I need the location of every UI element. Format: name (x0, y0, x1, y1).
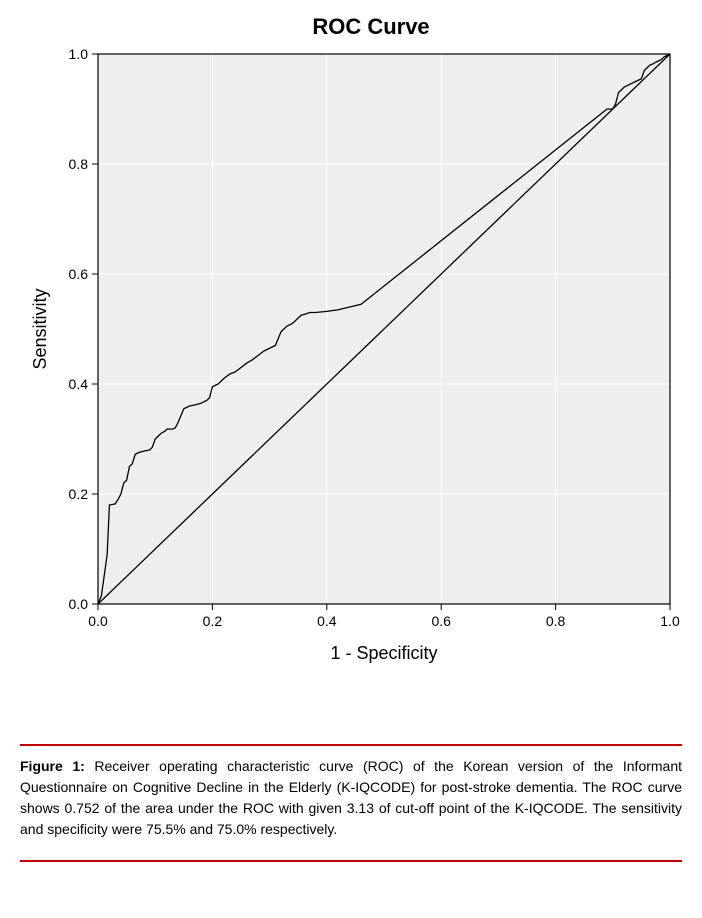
figure-caption-label: Figure 1: (20, 758, 85, 774)
ytick-label: 1.0 (69, 46, 89, 62)
y-axis-label: Sensitivity (30, 288, 50, 369)
xtick-label: 0.6 (431, 613, 451, 629)
figure-caption: Figure 1: Receiver operating characteris… (20, 744, 682, 862)
figure-caption-text: Receiver operating characteristic curve … (20, 758, 682, 837)
xtick-label: 0.8 (546, 613, 566, 629)
ytick-label: 0.2 (69, 486, 89, 502)
roc-chart-svg: 0.0 0.2 0.4 0.6 0.8 1.0 0.0 0.2 0.4 0.6 0.8 1.0 1 - … (20, 44, 682, 684)
xtick-label: 0.0 (88, 613, 108, 629)
x-axis-label: 1 - Specificity (330, 643, 437, 663)
xtick-label: 0.4 (317, 613, 337, 629)
ytick-label: 0.4 (69, 376, 89, 392)
ytick-label: 0.8 (69, 156, 89, 172)
chart-title: ROC Curve (20, 14, 682, 40)
figure-container: ROC Curve 0.0 0.2 0.4 0.6 0.8 1.0 0.0 0.2 0.4 0.6… (0, 0, 702, 862)
ytick-label: 0.0 (69, 596, 89, 612)
ytick-label: 0.6 (69, 266, 89, 282)
xtick-label: 0.2 (203, 613, 223, 629)
xtick-label: 1.0 (660, 613, 680, 629)
